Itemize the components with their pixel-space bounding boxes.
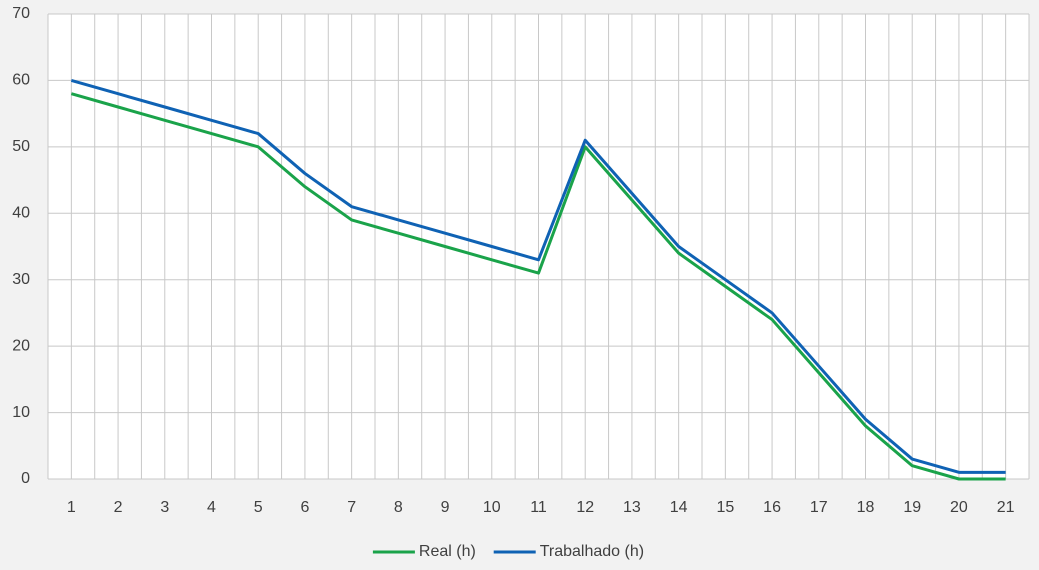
x-tick-label: 19 bbox=[903, 499, 921, 516]
x-tick-label: 4 bbox=[207, 499, 216, 516]
x-tick-label: 13 bbox=[623, 499, 641, 516]
x-tick-label: 17 bbox=[810, 499, 828, 516]
x-tick-label: 20 bbox=[950, 499, 968, 516]
y-tick-label: 50 bbox=[12, 138, 30, 155]
y-tick-label: 70 bbox=[12, 5, 30, 22]
x-tick-label: 3 bbox=[160, 499, 169, 516]
series-line bbox=[70, 78, 1006, 474]
x-tick-label: 8 bbox=[394, 499, 403, 516]
y-tick-label: 10 bbox=[12, 404, 30, 421]
x-tick-label: 21 bbox=[997, 499, 1015, 516]
series-line bbox=[70, 92, 1006, 481]
x-tick-label: 14 bbox=[670, 499, 688, 516]
y-tick-label: 20 bbox=[12, 337, 30, 354]
x-tick-label: 6 bbox=[300, 499, 309, 516]
y-tick-label: 0 bbox=[21, 470, 30, 487]
x-tick-label: 15 bbox=[716, 499, 734, 516]
y-tick-label: 60 bbox=[12, 72, 30, 89]
x-tick-label: 12 bbox=[576, 499, 594, 516]
y-tick-label: 30 bbox=[12, 271, 30, 288]
y-tick-label: 40 bbox=[12, 205, 30, 222]
x-tick-label: 7 bbox=[347, 499, 356, 516]
x-tick-label: 1 bbox=[67, 499, 76, 516]
x-tick-label: 18 bbox=[857, 499, 875, 516]
legend-label: Real (h) bbox=[419, 543, 476, 560]
x-tick-label: 16 bbox=[763, 499, 781, 516]
x-tick-label: 9 bbox=[441, 499, 450, 516]
x-tick-label: 10 bbox=[483, 499, 501, 516]
x-tick-label: 2 bbox=[114, 499, 123, 516]
x-tick-label: 11 bbox=[530, 499, 547, 516]
legend-label: Trabalhado (h) bbox=[540, 543, 644, 560]
x-tick-label: 5 bbox=[254, 499, 263, 516]
